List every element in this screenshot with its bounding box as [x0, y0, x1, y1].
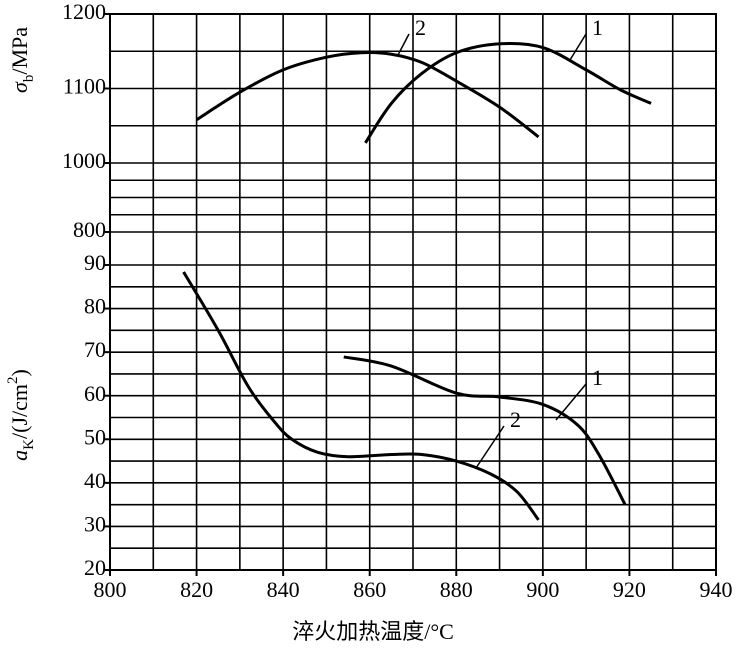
series-label: 1 [592, 15, 603, 40]
x-tick-label: 900 [526, 577, 559, 602]
leader-line [475, 425, 505, 469]
y-axis-title-part: /MPa [7, 27, 32, 75]
series-label: 1 [592, 365, 603, 390]
y-tick-label: 1000 [62, 148, 106, 173]
y-axis-title-part: b [21, 75, 37, 83]
y-axis-title-part: a [7, 450, 32, 461]
y-tick-label: 50 [84, 424, 106, 449]
series-label: 2 [415, 15, 426, 40]
y-axis-title-part: 2 [5, 376, 21, 384]
y-tick-label: 800 [73, 217, 106, 242]
series-line [195, 51, 540, 139]
series-line [182, 271, 540, 521]
x-tick-label: 840 [267, 577, 300, 602]
y-tick-label: 30 [84, 511, 106, 536]
y-tick-label: 1100 [63, 74, 106, 99]
series-line [343, 355, 627, 506]
leader-line [569, 33, 587, 61]
x-tick-label: 820 [180, 577, 213, 602]
y-axis-title: aK/(J/cm2) [5, 369, 37, 461]
y-tick-label: 60 [84, 381, 106, 406]
leader-line [397, 33, 410, 56]
x-tick-label: 880 [440, 577, 473, 602]
y-axis-title-part: /(J/cm [7, 384, 32, 439]
y-tick-label: 1200 [62, 0, 106, 24]
y-tick-label: 90 [84, 250, 106, 275]
x-axis-title: 淬火加热温度/°C [292, 619, 454, 644]
y-axis-title: σb/MPa [7, 27, 37, 93]
series-line [364, 41, 652, 144]
y-axis-title-part: ) [7, 369, 32, 376]
x-tick-label: 940 [700, 577, 733, 602]
y-tick-label: 20 [84, 555, 106, 580]
series-label: 2 [510, 407, 521, 432]
y-axis-title-part: σ [7, 81, 32, 93]
x-tick-label: 860 [353, 577, 386, 602]
y-tick-label: 40 [84, 468, 106, 493]
leader-line [555, 383, 587, 421]
y-axis-title-part: K [21, 439, 37, 450]
x-tick-label: 800 [94, 577, 127, 602]
y-tick-label: 70 [84, 337, 106, 362]
x-tick-label: 920 [613, 577, 646, 602]
y-tick-label: 80 [84, 294, 106, 319]
